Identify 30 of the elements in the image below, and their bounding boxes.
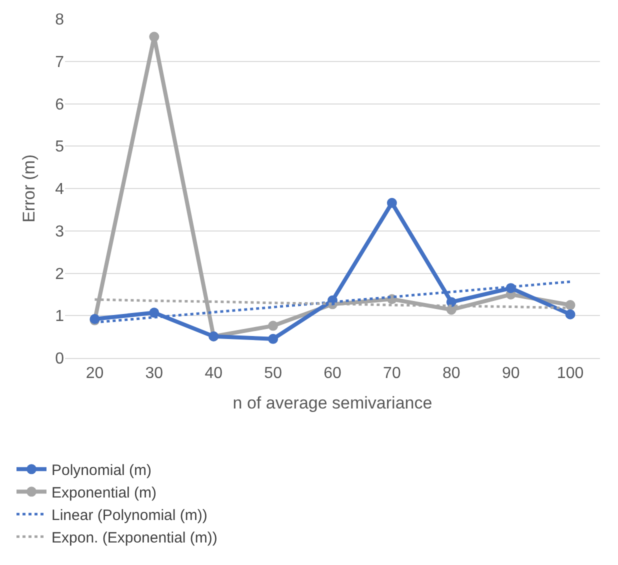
x-axis-title: n of average semivariance xyxy=(232,394,432,413)
point xyxy=(268,334,278,344)
x-tick-label: 90 xyxy=(502,365,520,382)
y-tick-label: 8 xyxy=(55,12,64,29)
y-axis-title: Error (m) xyxy=(20,154,39,222)
x-tick-label: 30 xyxy=(145,365,164,382)
y-tick-label: 4 xyxy=(55,181,64,198)
y-tick-label: 7 xyxy=(55,54,64,71)
x-tick-label: 20 xyxy=(86,365,104,382)
x-tick-label: 50 xyxy=(264,365,282,382)
x-tick-label: 70 xyxy=(383,365,401,382)
x-tick-label: 80 xyxy=(442,365,460,382)
x-tick-label: 100 xyxy=(556,365,584,382)
y-tick-label: 6 xyxy=(55,96,64,114)
y-tick-label: 3 xyxy=(55,223,64,240)
y-tick-label: 2 xyxy=(55,266,64,283)
legend-label: Linear (Polynomial (m)) xyxy=(52,507,208,524)
x-tick-label: 40 xyxy=(204,365,223,382)
y-tick-label: 1 xyxy=(55,308,64,326)
point xyxy=(149,32,160,42)
y-tick-label: 0 xyxy=(55,350,64,368)
x-tick-label: 60 xyxy=(324,365,342,382)
point xyxy=(565,309,576,320)
y-tick-label: 5 xyxy=(55,138,64,156)
legend-label: Polynomial (m) xyxy=(52,462,152,480)
point xyxy=(149,308,160,318)
legend-label: Exponential (m) xyxy=(52,484,157,502)
point xyxy=(386,198,397,208)
point xyxy=(268,320,278,331)
legend-label: Expon. (Exponential (m)) xyxy=(52,530,218,547)
